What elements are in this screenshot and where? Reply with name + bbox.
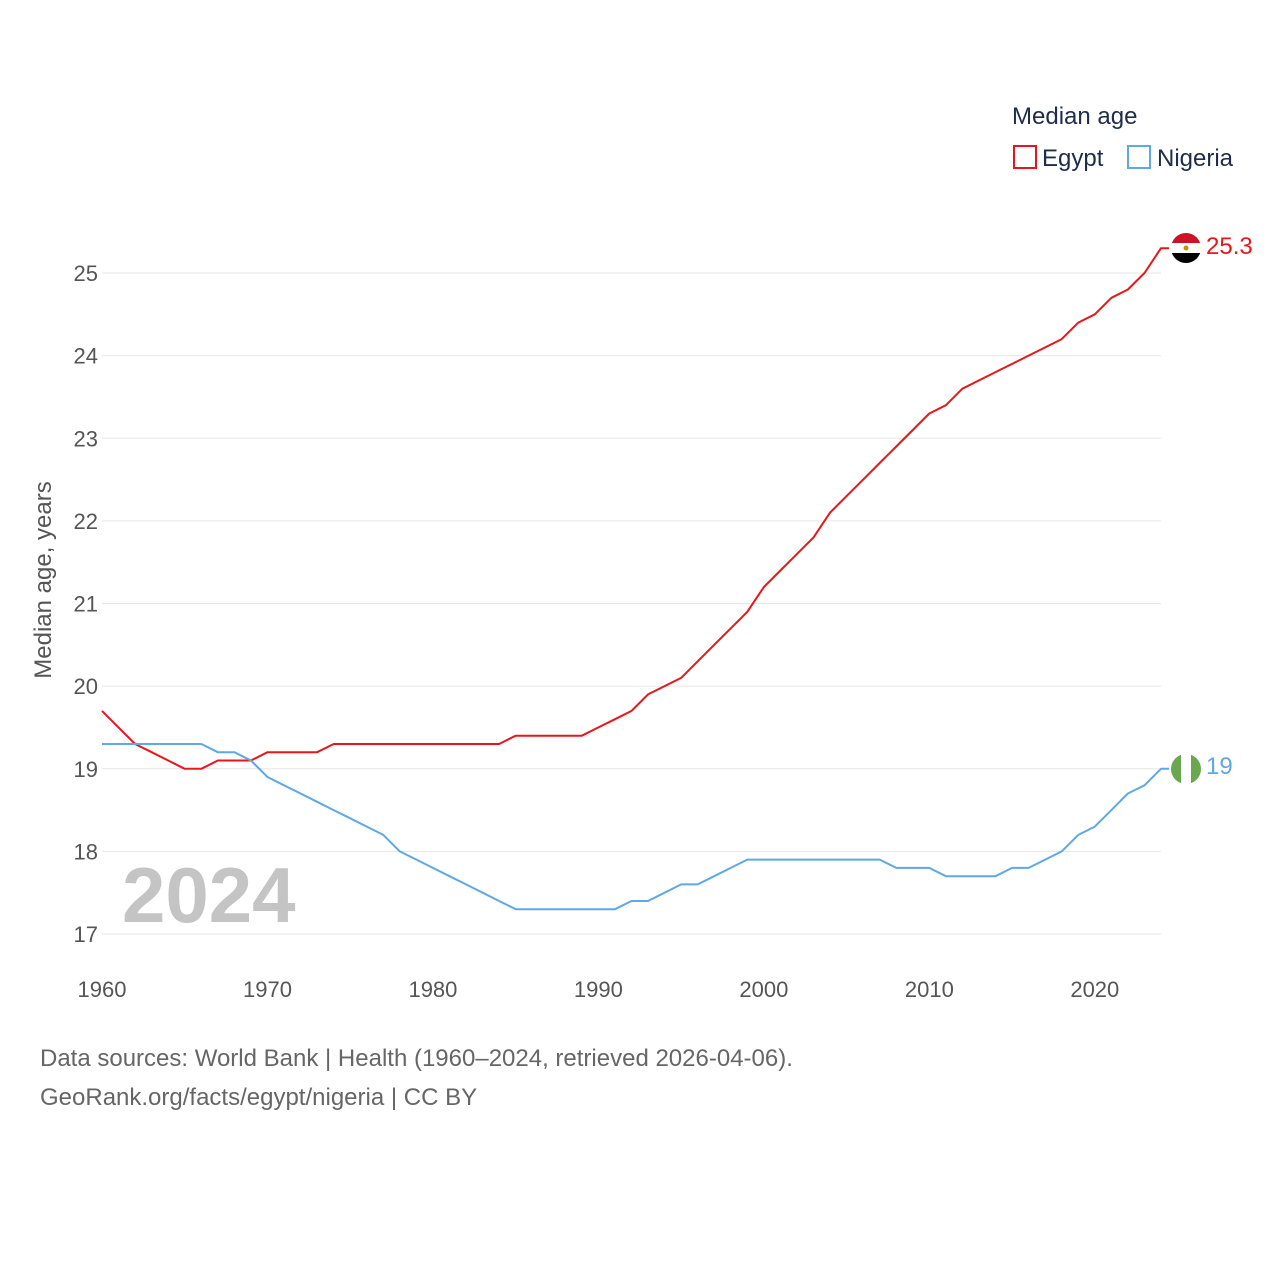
y-tick-label-17: 17 (74, 922, 98, 947)
y-tick-label-24: 24 (74, 344, 98, 369)
x-tick-label-2020: 2020 (1070, 977, 1119, 1002)
legend-title: Median age (1012, 103, 1137, 130)
legend: Median age Egypt Nigeria (1012, 103, 1234, 172)
year-watermark: 2024 (122, 851, 296, 939)
series-lines (101, 247, 1169, 911)
line-chart: 17 18 19 20 21 22 23 24 25 1960 1970 1980 1990 2000 2… (30, 103, 1253, 1002)
egypt-end-label: 25.3 (1206, 233, 1253, 260)
y-tick-label-18: 18 (74, 839, 98, 864)
series-line-nigeria[interactable] (102, 743, 1169, 911)
x-tick-label-1980: 1980 (408, 977, 457, 1002)
x-tick-label-2000: 2000 (739, 977, 788, 1002)
nigeria-flag-icon (1171, 754, 1201, 784)
y-tick-label-22: 22 (74, 509, 98, 534)
y-tick-label-21: 21 (74, 592, 98, 617)
y-tick-label-25: 25 (74, 261, 98, 286)
x-tick-label-1970: 1970 (243, 977, 292, 1002)
source-url-text[interactable]: GeoRank.org/facts/egypt/nigeria | CC BY (40, 1084, 478, 1111)
nigeria-end-label: 19 (1206, 753, 1233, 780)
data-source-text: Data sources: World Bank | Health (1960–… (40, 1045, 793, 1072)
legend-swatch-egypt (1013, 145, 1037, 169)
series-line-egypt[interactable] (101, 247, 1169, 770)
x-tick-label-1990: 1990 (574, 977, 623, 1002)
x-axis-ticks: 1960 1970 1980 1990 2000 2010 2020 (78, 977, 1120, 1002)
legend-item-nigeria[interactable]: Nigeria (1127, 145, 1234, 172)
legend-item-egypt[interactable]: Egypt (1013, 145, 1104, 172)
gridlines (102, 272, 1161, 935)
x-tick-label-2010: 2010 (905, 977, 954, 1002)
y-tick-label-23: 23 (74, 426, 98, 451)
egypt-flag-icon (1171, 233, 1201, 263)
y-axis-label: Median age, years (30, 481, 57, 678)
legend-label-nigeria: Nigeria (1157, 145, 1234, 172)
legend-label-egypt: Egypt (1042, 145, 1104, 172)
x-tick-label-1960: 1960 (78, 977, 127, 1002)
legend-swatch-nigeria (1127, 145, 1151, 169)
y-axis-ticks: 17 18 19 20 21 22 23 24 25 (74, 261, 98, 947)
y-tick-label-20: 20 (74, 674, 98, 699)
y-tick-label-19: 19 (74, 757, 98, 782)
